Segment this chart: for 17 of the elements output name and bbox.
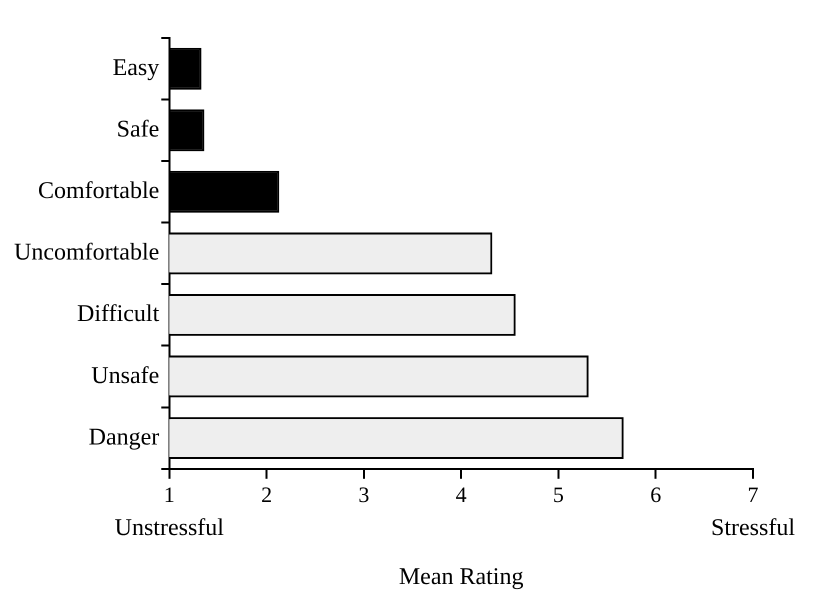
x-tick-label: 1 (164, 482, 175, 507)
text: Stressful (711, 515, 796, 542)
y-tick-label: Easy (112, 55, 160, 82)
text: Unstressful (114, 515, 224, 542)
x-tick-label: 7 (748, 482, 758, 507)
y-tick-label: Difficult (77, 301, 160, 328)
x-tick-label: 3 (358, 482, 370, 507)
x-tick-label: 6 (650, 482, 662, 507)
y-tick-label: Comfortable (38, 178, 160, 204)
x-tick-label: 2 (261, 482, 272, 507)
y-tick-label: Uncomfortable (14, 240, 160, 266)
x-axis-title: Mean Rating (398, 564, 524, 590)
y-tick-label: Safe (116, 116, 160, 143)
y-tick-label: Danger (88, 424, 160, 450)
x-tick-label: 5 (552, 482, 564, 507)
x-tick-label: 4 (456, 482, 467, 507)
y-tick-label: Unsafe (91, 362, 160, 389)
